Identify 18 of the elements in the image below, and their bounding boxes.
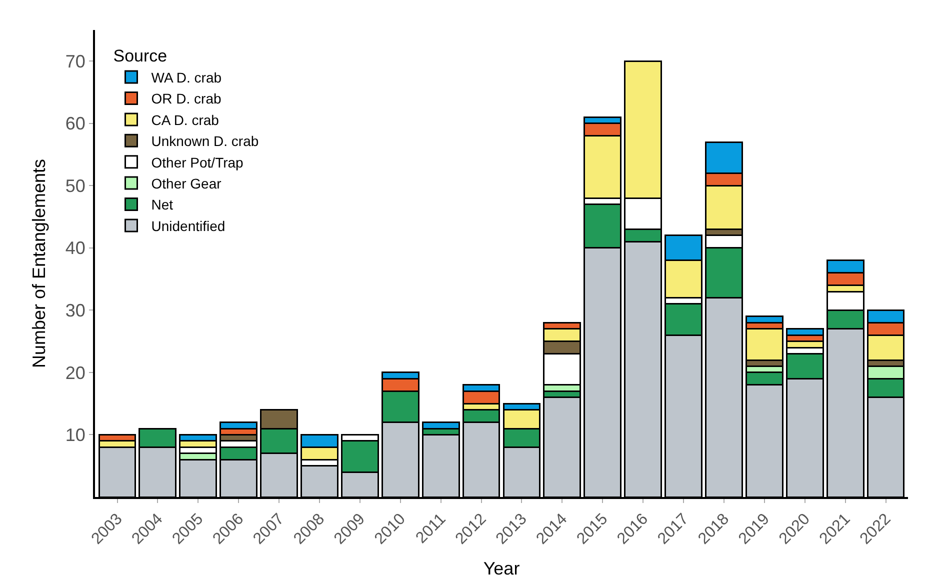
y-tick-label: 10 <box>65 425 86 446</box>
y-tick-label: 40 <box>65 238 86 258</box>
legend-label: CA D. crab <box>151 112 220 128</box>
y-axis-title: Number of Entanglements <box>29 158 50 368</box>
legend-label: Unknown D. crab <box>151 133 259 150</box>
legend-label: Unidentified <box>151 218 226 234</box>
y-tick-label: 50 <box>65 176 86 196</box>
y-tick-label: 20 <box>65 362 86 383</box>
y-tick-label: 30 <box>65 300 86 320</box>
legend-label: Other Gear <box>151 176 222 192</box>
y-tick-label: 60 <box>65 114 86 134</box>
legend-label: Net <box>151 196 174 213</box>
legend-label: OR D. crab <box>151 90 222 107</box>
y-tick-label: 70 <box>65 51 86 72</box>
legend-label: WA D. crab <box>151 70 222 86</box>
x-axis-title: Year <box>483 558 520 578</box>
legend-title: Source <box>113 46 168 66</box>
legend-label: Other Pot/Trap <box>151 154 244 170</box>
